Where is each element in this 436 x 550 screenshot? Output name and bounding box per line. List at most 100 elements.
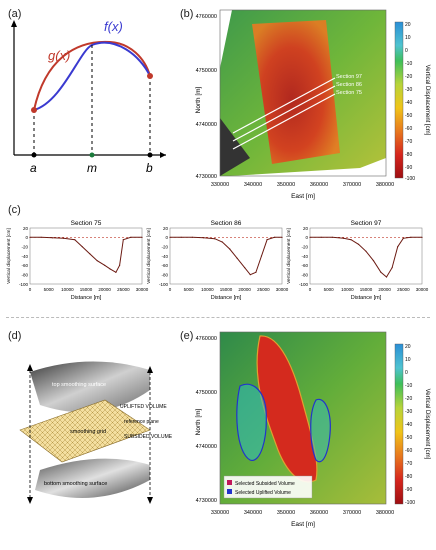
y-tick-label: -100 — [159, 282, 169, 287]
top-surface-label: top smoothing surface — [52, 382, 106, 388]
colorbar-tick: -30 — [405, 409, 412, 415]
x-tick-label: 25000 — [397, 287, 410, 292]
x-tick-label: 5000 — [44, 287, 55, 292]
tick-m — [89, 152, 95, 158]
y-axis-title: Vertical displacement [cm] — [286, 228, 292, 284]
x-tick-label: 5000 — [184, 287, 195, 292]
profile-point — [331, 236, 333, 238]
colorbar-tick: -70 — [405, 461, 412, 467]
y-axis-title: North [m] — [195, 86, 202, 113]
x-tick-label: 350000 — [277, 510, 295, 516]
profile-point — [214, 238, 216, 240]
panel-a-label: (a) — [8, 8, 22, 20]
x-tick-label: 380000 — [376, 510, 394, 516]
colorbar-tick: 10 — [405, 357, 411, 363]
profile-point — [380, 271, 382, 273]
x-tick-label: 30000 — [276, 287, 289, 292]
colorbar-tick: -100 — [405, 176, 415, 182]
up-arrow-right — [147, 366, 153, 373]
y-tick-label: -40 — [161, 254, 168, 259]
y-tick-label: 4730000 — [196, 498, 217, 504]
profile-point — [203, 237, 205, 239]
section-75-line — [232, 93, 336, 150]
profile-point — [109, 268, 111, 270]
x-tick-label: 380000 — [376, 182, 394, 188]
profile-point — [421, 236, 423, 238]
y-tick-label: -80 — [161, 272, 168, 277]
map-border — [219, 331, 387, 505]
profile-point — [273, 236, 276, 238]
colorbar-title: Vertical Displacement [cm] — [424, 389, 430, 460]
y-tick-label: 20 — [303, 226, 309, 231]
x-tick-label: 10000 — [341, 287, 354, 292]
g-label: g(x) — [48, 48, 70, 63]
x-tick-label: 5000 — [324, 287, 335, 292]
colorbar-tick: 10 — [405, 35, 411, 41]
profile-point — [229, 248, 231, 250]
colorbar-tick: -90 — [405, 165, 412, 171]
x-tick-label: 20000 — [378, 287, 391, 292]
profile-point — [104, 264, 106, 266]
profile-point — [249, 274, 251, 276]
profile-point — [89, 253, 91, 255]
uplifted-volume-east — [310, 398, 331, 463]
profile-point — [281, 236, 283, 238]
y-tick-label: -100 — [19, 282, 29, 287]
colorbar — [394, 343, 404, 505]
legend-uplifted-label: Selected Uplifted Volume — [235, 490, 291, 496]
x-tick-label: 25000 — [257, 287, 270, 292]
map-border — [219, 9, 387, 177]
profile-point — [397, 246, 399, 248]
colorbar-tick: -80 — [405, 474, 412, 480]
section-86-label: Section 86 — [336, 82, 362, 88]
panel-b-label: (b) — [180, 8, 194, 20]
colorbar-tick: -20 — [405, 396, 412, 402]
down-arrow-right — [147, 497, 153, 504]
y-tick-label: 4760000 — [196, 336, 217, 342]
profile-point — [309, 236, 311, 238]
y-tick-label: 4750000 — [196, 68, 217, 74]
profile-point — [81, 246, 83, 248]
y-tick-label: -40 — [301, 254, 308, 259]
x-tick-label: 25000 — [117, 287, 130, 292]
y-tick-label: 0 — [25, 235, 28, 240]
colorbar-tick: -90 — [405, 487, 412, 493]
colorbar-tick: -80 — [405, 152, 412, 158]
colorbar — [394, 21, 404, 179]
x-axis-title: East [m] — [291, 193, 315, 200]
x-tick-label: 20000 — [238, 287, 251, 292]
section-97-line — [232, 77, 336, 134]
profile-point — [63, 237, 65, 239]
y-axis-arrow — [11, 20, 17, 27]
profile-point — [320, 236, 322, 238]
section-divider — [6, 317, 430, 318]
y-tick-label: -20 — [301, 244, 308, 249]
colorbar-tick: -50 — [405, 435, 412, 441]
panel-a-function-diagram: f(x) g(x) a m b — [11, 19, 166, 175]
profile-point — [410, 236, 412, 238]
legend-swatch-uplifted — [227, 489, 232, 494]
label-m: m — [87, 161, 97, 175]
point-fa — [31, 107, 37, 113]
tick-b — [147, 152, 153, 158]
colorbar-tick: -40 — [405, 422, 412, 428]
profile-point — [255, 271, 257, 273]
profile-point — [236, 257, 238, 259]
section-lines: Section 97 Section 86 Section 75 — [232, 74, 362, 150]
y-tick-label: 4740000 — [196, 122, 217, 128]
x-tick-label: 30000 — [416, 287, 429, 292]
y-tick-label: -40 — [21, 254, 28, 259]
x-tick-label: 0 — [309, 287, 312, 292]
subsided-volume-label: SUBSIDED VOLUME — [124, 434, 173, 440]
down-arrow-left — [27, 497, 33, 504]
y-tick-label: -60 — [301, 263, 308, 268]
y-tick-label: 20 — [163, 226, 169, 231]
y-axis-title: Vertical displacement [cm] — [146, 228, 152, 284]
profile-point — [266, 239, 268, 241]
x-axis-title: Distance [m] — [351, 295, 382, 301]
colorbar-ticks: 20 10 0 -10 -20 -30 -40 -50 -60 -70 -80 … — [405, 344, 415, 506]
x-tick-label: 370000 — [343, 182, 361, 188]
y-axis-title: North [m] — [195, 408, 202, 435]
profile-point — [119, 264, 121, 266]
